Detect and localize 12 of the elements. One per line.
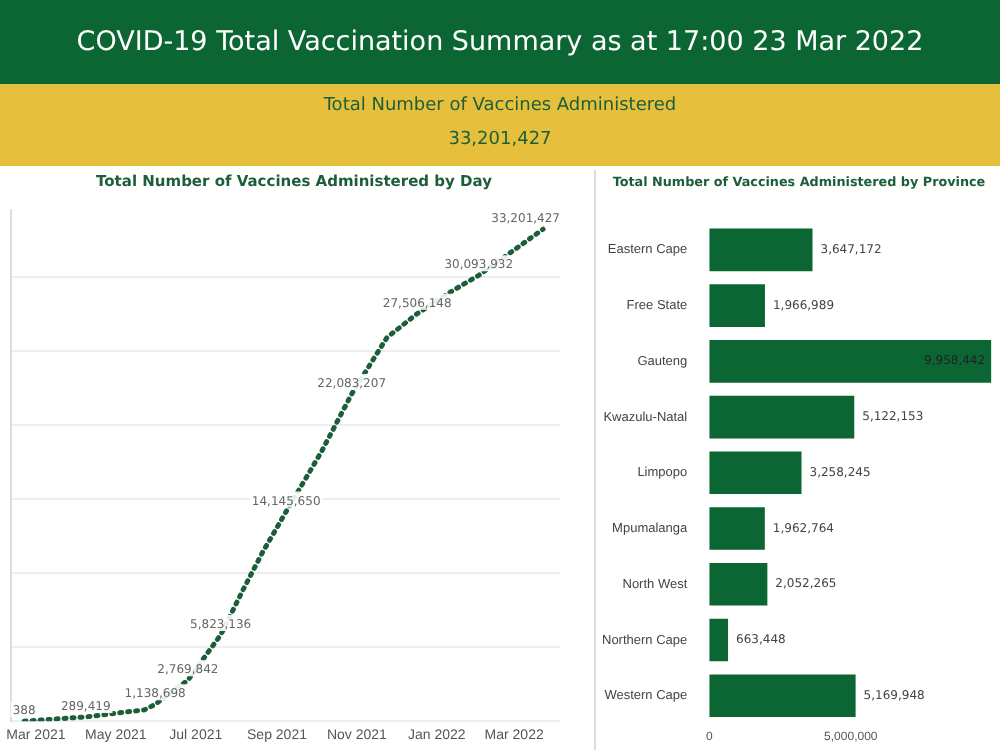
bar bbox=[709, 674, 856, 718]
bar bbox=[709, 228, 813, 272]
text: COVID-19 Total Vaccination Summary as at 17:00 23 Mar 2022 bbox=[0, 0, 1000, 84]
bar bbox=[709, 618, 729, 662]
bar bbox=[709, 451, 802, 495]
bar bbox=[709, 507, 765, 550]
bar bbox=[709, 562, 768, 606]
text: 33,201,427 bbox=[446, 128, 554, 152]
bar bbox=[709, 395, 855, 439]
bar bbox=[709, 284, 765, 327]
text: Total Number of Vaccines Administered bbox=[321, 94, 679, 118]
bar bbox=[709, 340, 992, 383]
